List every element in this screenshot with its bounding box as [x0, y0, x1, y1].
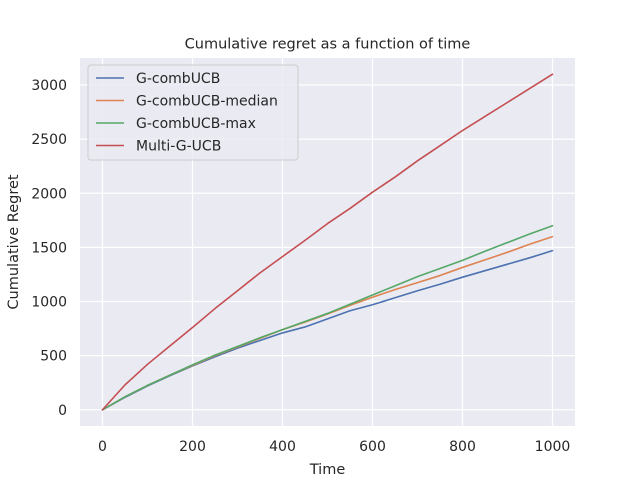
y-tick-label: 3000	[31, 78, 67, 94]
legend-label: G-combUCB-max	[136, 116, 256, 132]
chart-title: Cumulative regret as a function of time	[185, 37, 471, 53]
legend-label: Multi-G-UCB	[136, 139, 221, 155]
y-tick-label: 1500	[31, 240, 67, 256]
legend: G-combUCB G-combUCB-median G-combUCB-max Mu…	[87, 64, 299, 161]
x-tick-label: 800	[449, 439, 476, 455]
legend-label: G-combUCB-median	[136, 94, 278, 110]
series-lines	[101, 73, 554, 411]
x-tick-label: 400	[269, 439, 296, 455]
y-tick-label: 0	[58, 403, 67, 419]
y-axis-label: Cumulative Regret	[6, 174, 22, 309]
series-line	[101, 224, 554, 411]
y-tick-label: 2000	[31, 186, 67, 202]
y-tick-label: 500	[40, 349, 67, 365]
x-tick-label: 0	[98, 439, 107, 455]
legend-box	[87, 64, 299, 161]
x-tick-label: 600	[359, 439, 386, 455]
x-tick-label: 200	[179, 439, 206, 455]
y-tick-labels: 0 500 1000 1500 2000 2500 3000	[31, 78, 67, 419]
x-tick-labels: 0 200 400 600 800 1000	[98, 439, 570, 455]
x-tick-label: 1000	[535, 439, 571, 455]
y-tick-label: 2500	[31, 132, 67, 148]
x-axis-label: Time	[309, 462, 346, 478]
series-line	[101, 73, 554, 411]
y-tick-label: 1000	[31, 295, 67, 311]
legend-label: G-combUCB	[136, 71, 220, 87]
legend-items: G-combUCB G-combUCB-median G-combUCB-max Mu…	[96, 71, 278, 155]
